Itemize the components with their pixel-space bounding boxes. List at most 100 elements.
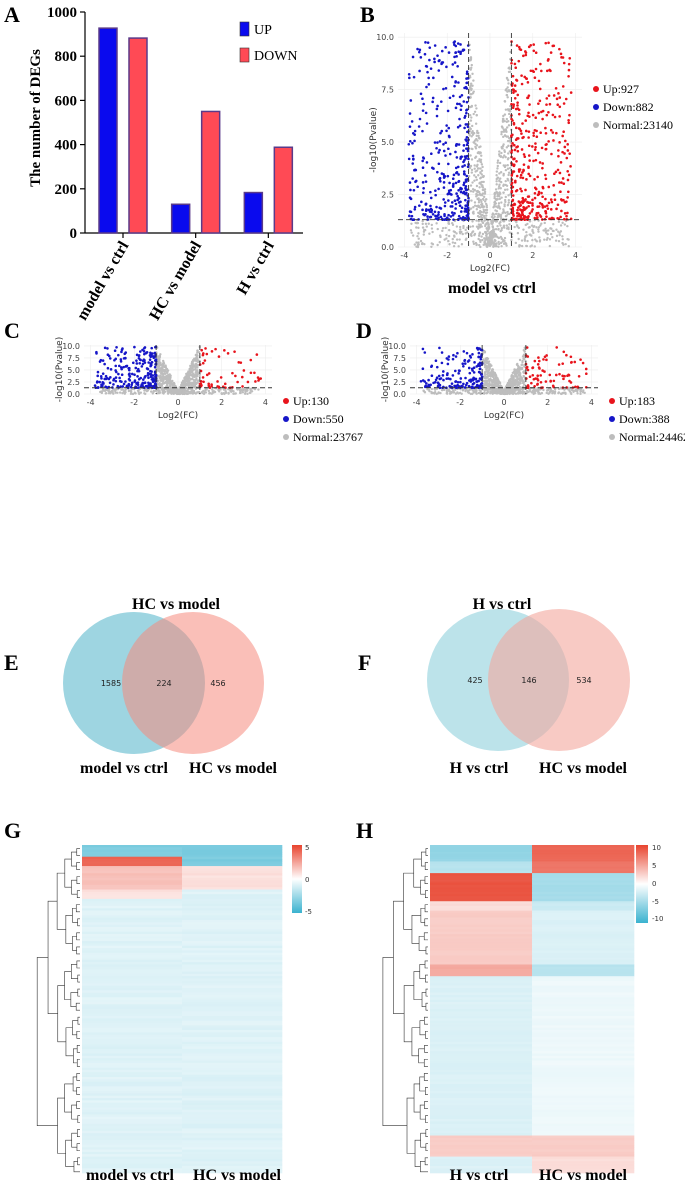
heatmap-cell [182,950,283,954]
volcano-point-down [466,125,470,129]
heatmap-cell [182,1062,283,1066]
volcano-point-down [117,372,120,376]
volcano-point-normal [496,167,499,170]
volcano-point-normal [469,82,473,85]
volcano-point-up [216,380,219,383]
volcano-point-down [421,159,424,163]
volcano-point-up [566,143,569,146]
volcano-x-tick-label: 0 [487,251,492,260]
volcano-point-up [515,44,519,47]
heatmap-cell [430,1041,533,1045]
volcano-point-normal [447,234,451,238]
volcano-point-down [457,372,460,375]
volcano-point-up [241,385,244,388]
volcano-point-up [512,163,516,167]
heatmap-cell [182,877,283,881]
volcano-point-down [457,196,461,200]
volcano-point-normal [503,198,507,202]
volcano-x-tick-label: 0 [501,398,506,407]
volcano-point-down [418,50,421,54]
heatmap-cell [532,901,635,904]
volcano-point-normal [494,212,498,216]
volcano-point-normal [169,389,172,392]
heatmap-cell [430,915,533,918]
volcano-point-normal [478,145,481,149]
heatmap-cell [532,1161,635,1164]
volcano-point-down [437,151,440,154]
volcano-point-normal [535,389,538,392]
heatmap-cell [430,1130,533,1134]
volcano-point-up [569,91,573,94]
volcano-point-up [534,145,537,149]
volcano-point-down [421,129,424,133]
heatmap-cell [82,945,183,949]
volcano-point-normal [479,176,483,179]
volcano-x-tick-label: 2 [219,398,224,407]
heatmap-cell [182,1163,283,1167]
heatmap-cell [430,1109,533,1113]
volcano-point-normal [428,390,431,393]
volcano-point-down [137,369,141,373]
volcano-point-down [119,385,122,388]
panel-f: F 425 146 534 H vs ctrl HC vs model [358,609,630,777]
volcano-point-down [462,350,466,353]
heatmap-cell [82,1091,183,1094]
volcano-point-down [446,362,450,366]
heatmap-cell [182,1011,283,1014]
volcano-point-down [457,189,460,192]
heatmap-cell [532,1109,635,1113]
volcano-legend-label-0: Up:130 [293,394,329,408]
heatmap-cell [182,1144,283,1148]
volcano-point-up [530,381,533,385]
heatmap-cell [82,856,183,860]
volcano-point-normal [160,384,163,387]
volcano-point-normal [454,388,457,391]
volcano-point-up [517,108,521,112]
volcano-point-down [142,378,145,381]
volcano-point-down [442,149,446,153]
heatmap-cell [430,849,533,853]
heatmap-cell [182,1009,283,1012]
volcano-point-down [144,351,148,355]
heatmap-cell [532,938,635,942]
volcano-y-axis-title: -log10(Pvalue) [55,337,65,402]
volcano-point-normal [482,175,485,179]
volcano-point-down [117,353,120,357]
heatmap-cell [430,941,533,944]
volcano-point-up [510,183,513,187]
volcano-point-down [142,358,146,362]
heatmap-cell [532,1067,635,1071]
heatmap-cell [430,945,533,949]
volcano-point-down [447,377,450,380]
volcano-point-up [528,212,532,215]
volcano-point-normal [485,227,489,230]
heatmap-cell [182,905,283,909]
volcano-point-normal [506,96,509,99]
volcano-point-normal [486,373,489,376]
volcano-point-normal [494,191,498,194]
volcano-point-normal [516,378,519,381]
volcano-point-down [127,382,131,386]
dendrogram-branch [71,1104,78,1120]
heatmap-cell [182,1140,283,1143]
volcano-point-normal [503,236,507,240]
volcano-point-down [428,58,431,62]
volcano-point-down [466,214,469,218]
volcano-point-normal [123,391,126,394]
volcano-point-down [447,162,450,166]
volcano-point-down [450,193,453,196]
dendrogram-branch [76,862,80,870]
volcano-point-down [421,97,424,101]
dendrogram-branch [403,985,414,1043]
volcano-point-normal [181,381,184,384]
volcano-point-down [135,359,138,362]
volcano-point-normal [522,228,525,231]
volcano-point-normal [561,221,564,225]
heatmap-cell [532,1079,635,1082]
heatmap-cell [182,1123,283,1127]
volcano-points [419,346,588,396]
venn-f-right-count: 534 [576,676,591,685]
volcano-point-normal [495,183,498,186]
volcano-point-up [534,187,538,191]
volcano-point-normal [537,230,540,233]
